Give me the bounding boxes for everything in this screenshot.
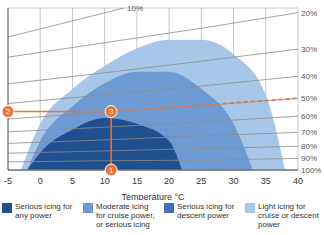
html-text:Serious icing for any power: Serious icing for any power (15, 202, 73, 220)
svg-text:100%: 100% (301, 166, 316, 175)
svg-text:20%: 20% (301, 9, 316, 18)
svg-text:-5: -5 (8, 176, 12, 186)
svg-text:10%: 10% (127, 4, 143, 13)
svg-text:0: 0 (38, 176, 43, 186)
svg-text:20: 20 (164, 176, 174, 186)
svg-text:40%: 40% (301, 72, 316, 81)
svg-text:35: 35 (261, 176, 271, 186)
html-text:Serious icing for descent powe: Serious icing for descent power (177, 202, 235, 220)
svg-text:70%: 70% (301, 128, 316, 137)
svg-text:30: 30 (229, 176, 239, 186)
svg-text:5: 5 (70, 176, 75, 186)
svg-text:15: 15 (132, 176, 142, 186)
svg-text:40: 40 (293, 176, 303, 186)
svg-text:90%: 90% (301, 154, 316, 163)
svg-text:2: 2 (8, 107, 11, 116)
html-text:Light icing for cruise or desc: Light icing for cruise or descent power (258, 202, 319, 229)
svg-text:30%: 30% (301, 45, 316, 54)
svg-text:3: 3 (109, 107, 114, 116)
svg-text:80%: 80% (301, 142, 316, 151)
html-text:Moderate icing for cruise powe: Moderate icing for cruise power, or seri… (96, 202, 155, 229)
svg-text:10: 10 (100, 176, 110, 186)
svg-text:50%: 50% (301, 94, 316, 103)
svg-text:25: 25 (196, 176, 206, 186)
svg-text:Temperature °C: Temperature °C (121, 192, 185, 200)
svg-text:1: 1 (109, 166, 114, 175)
svg-text:60%: 60% (301, 112, 316, 121)
